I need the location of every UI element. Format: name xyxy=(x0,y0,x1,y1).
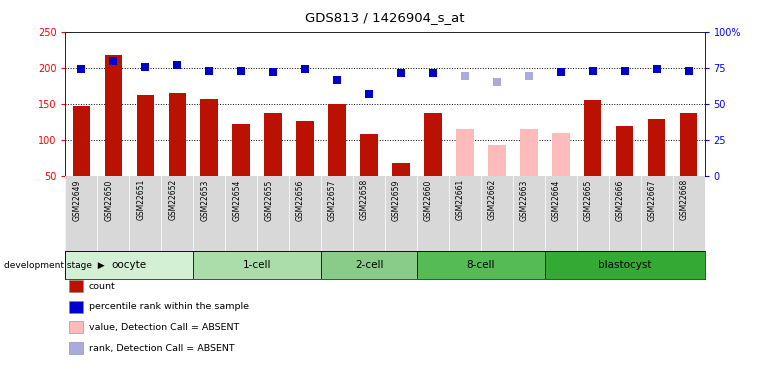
Text: GSM22660: GSM22660 xyxy=(424,179,433,220)
Bar xyxy=(456,129,474,176)
Bar xyxy=(264,114,282,176)
Point xyxy=(554,69,567,75)
Point xyxy=(363,91,375,97)
Text: GSM22650: GSM22650 xyxy=(105,179,113,220)
Point xyxy=(299,66,311,72)
Bar xyxy=(392,162,410,176)
Bar xyxy=(328,104,346,176)
Text: GSM22665: GSM22665 xyxy=(584,179,593,220)
Text: GDS813 / 1426904_s_at: GDS813 / 1426904_s_at xyxy=(305,11,465,24)
Point xyxy=(395,70,407,76)
Bar xyxy=(296,122,314,176)
Text: rank, Detection Call = ABSENT: rank, Detection Call = ABSENT xyxy=(89,344,234,352)
Text: GSM22653: GSM22653 xyxy=(200,179,209,220)
Point xyxy=(587,68,599,74)
Text: GSM22659: GSM22659 xyxy=(392,179,401,220)
Text: GSM22652: GSM22652 xyxy=(169,179,177,220)
Point xyxy=(618,68,631,74)
Bar xyxy=(584,100,601,176)
Point xyxy=(682,68,695,74)
Bar xyxy=(680,113,698,176)
Bar xyxy=(136,94,154,176)
Bar xyxy=(424,113,442,176)
Text: GSM22654: GSM22654 xyxy=(233,179,241,220)
Bar xyxy=(616,126,634,176)
Point xyxy=(427,70,439,76)
Bar xyxy=(193,251,321,279)
Text: GSM22664: GSM22664 xyxy=(552,179,561,220)
Bar xyxy=(648,118,665,176)
Bar xyxy=(321,251,417,279)
Text: GSM22656: GSM22656 xyxy=(296,179,305,220)
Point xyxy=(75,66,88,72)
Text: GSM22649: GSM22649 xyxy=(72,179,82,220)
Text: GSM22657: GSM22657 xyxy=(328,179,337,220)
Bar xyxy=(169,93,186,176)
Point xyxy=(651,66,663,72)
Bar xyxy=(488,145,506,176)
Text: GSM22662: GSM22662 xyxy=(488,179,497,220)
Bar xyxy=(360,134,378,176)
Text: 8-cell: 8-cell xyxy=(467,260,495,270)
Text: percentile rank within the sample: percentile rank within the sample xyxy=(89,302,249,311)
Bar xyxy=(417,251,545,279)
Text: oocyte: oocyte xyxy=(112,260,147,270)
Point xyxy=(203,68,216,74)
Bar xyxy=(200,99,218,176)
Text: GSM22655: GSM22655 xyxy=(264,179,273,220)
Text: count: count xyxy=(89,282,115,291)
Text: GSM22666: GSM22666 xyxy=(616,179,624,220)
Point xyxy=(139,63,152,69)
Text: GSM22663: GSM22663 xyxy=(520,179,529,220)
Point xyxy=(331,77,343,83)
Text: GSM22667: GSM22667 xyxy=(648,179,657,220)
Bar xyxy=(72,105,90,176)
Text: GSM22658: GSM22658 xyxy=(360,179,369,220)
Bar xyxy=(233,124,250,176)
Text: 1-cell: 1-cell xyxy=(243,260,272,270)
Text: GSM22661: GSM22661 xyxy=(456,179,465,220)
Point xyxy=(267,69,280,75)
Text: GSM22668: GSM22668 xyxy=(680,179,688,220)
Point xyxy=(171,62,183,68)
Bar xyxy=(65,251,193,279)
Bar xyxy=(545,251,705,279)
Bar xyxy=(552,133,570,176)
Text: blastocyst: blastocyst xyxy=(598,260,651,270)
Text: development stage  ▶: development stage ▶ xyxy=(4,261,105,270)
Point xyxy=(490,79,503,85)
Point xyxy=(459,73,471,79)
Text: value, Detection Call = ABSENT: value, Detection Call = ABSENT xyxy=(89,323,239,332)
Point xyxy=(235,68,247,74)
Point xyxy=(107,58,119,64)
Text: 2-cell: 2-cell xyxy=(355,260,383,270)
Point xyxy=(523,73,535,79)
Bar xyxy=(520,129,537,176)
Bar xyxy=(105,55,122,176)
Text: GSM22651: GSM22651 xyxy=(136,179,146,220)
